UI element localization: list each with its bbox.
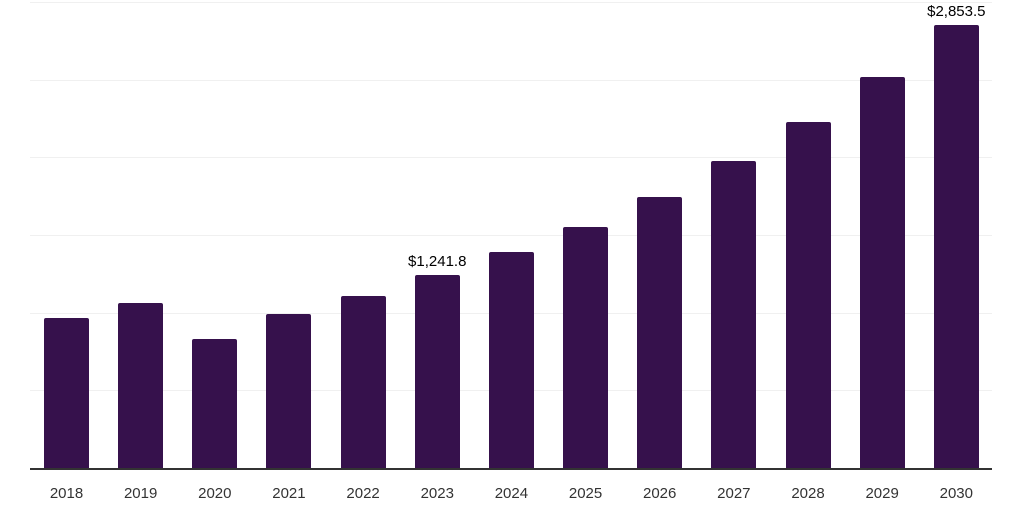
bar-2018 bbox=[44, 318, 89, 468]
x-tick-label-2021: 2021 bbox=[272, 485, 306, 502]
bar-2019 bbox=[118, 302, 164, 468]
data-label-2030: $2,853.5 bbox=[927, 2, 986, 20]
x-tick-label-2018: 2018 bbox=[49, 485, 84, 502]
bar-2030 bbox=[933, 24, 979, 468]
x-tick-label-2029: 2029 bbox=[865, 485, 899, 502]
gridline-2000 bbox=[30, 157, 992, 159]
bar-2024 bbox=[488, 252, 534, 468]
x-tick-label-2020: 2020 bbox=[198, 485, 232, 502]
bar-2020 bbox=[192, 339, 238, 468]
x-tick-label-2019: 2019 bbox=[123, 485, 158, 502]
x-tick-label-2026: 2026 bbox=[643, 485, 677, 502]
x-tick-label-2022: 2022 bbox=[346, 485, 380, 502]
bar-2023 bbox=[414, 275, 460, 468]
gridline-1500 bbox=[30, 235, 992, 236]
bar-2027 bbox=[711, 161, 757, 468]
x-tick-label-2027: 2027 bbox=[717, 485, 751, 502]
gridline-3000 bbox=[30, 2, 992, 3]
bar-2022 bbox=[340, 295, 386, 468]
x-tick-label-2030: 2030 bbox=[939, 485, 973, 502]
bar-2021 bbox=[266, 314, 312, 468]
bar-2028 bbox=[785, 122, 831, 468]
x-tick-label-2025: 2025 bbox=[568, 485, 603, 502]
bar-2026 bbox=[637, 196, 683, 468]
data-label-2023: $1,241.8 bbox=[408, 253, 467, 271]
bar-2029 bbox=[859, 77, 905, 468]
x-tick-label-2024: 2024 bbox=[494, 485, 529, 502]
gridline-2500 bbox=[30, 79, 992, 81]
x-axis-line bbox=[30, 468, 992, 470]
bar-2025 bbox=[563, 227, 609, 468]
x-tick-label-2023: 2023 bbox=[420, 485, 454, 502]
x-tick-label-2028: 2028 bbox=[791, 485, 825, 502]
